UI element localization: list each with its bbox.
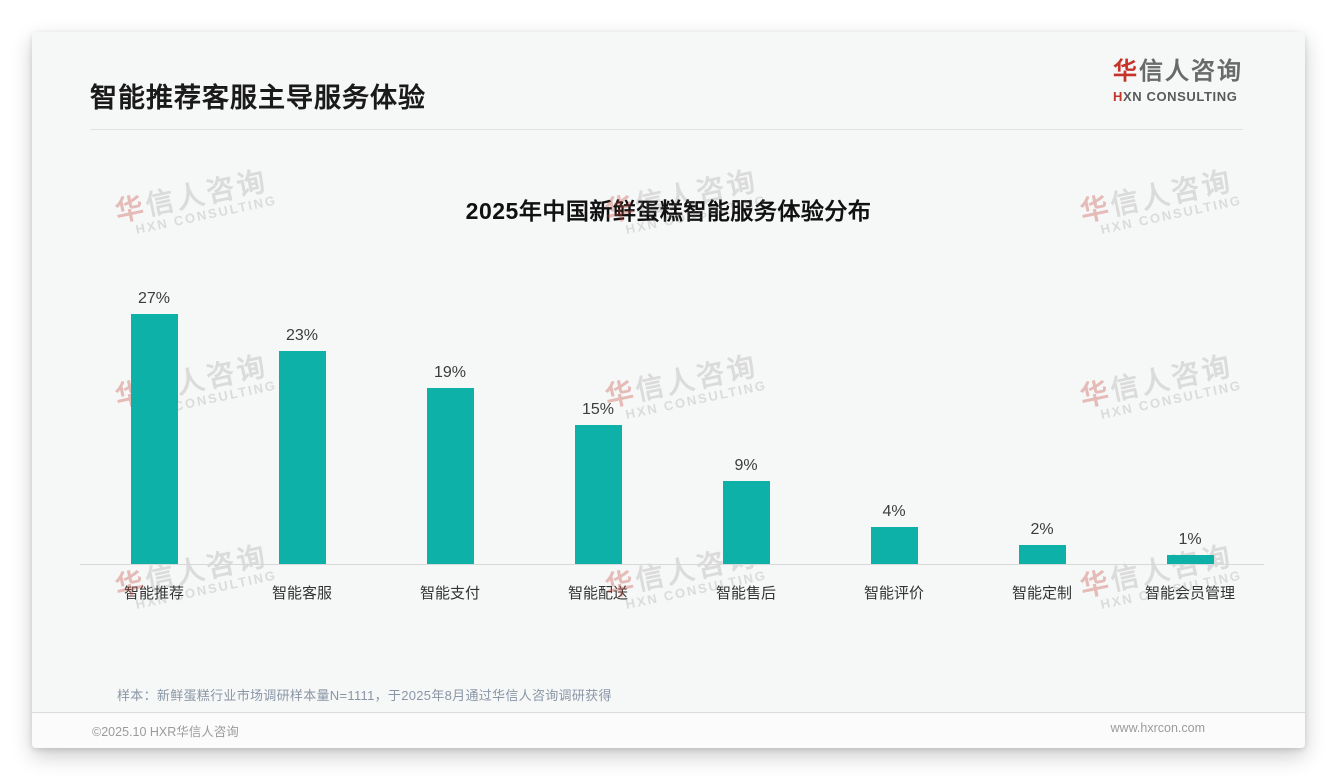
- plot-area: 27% 23% 19% 15% 9% 4% 2% 1%: [80, 264, 1264, 565]
- bar-value-label: 4%: [882, 503, 906, 520]
- bar-value-label: 1%: [1178, 531, 1202, 548]
- bar-value-label: 15%: [581, 401, 615, 418]
- logo-red-letter: H: [1113, 89, 1123, 104]
- footer-url: www.hxrcon.com: [1110, 721, 1205, 735]
- company-logo: 华信人咨询 HXN CONSULTING: [1113, 60, 1243, 104]
- bar-category-label: 智能支付: [419, 585, 480, 602]
- logo-red-char: 华: [1113, 58, 1139, 85]
- bar-value-label: 9%: [734, 457, 758, 474]
- bar-column: 15%: [524, 264, 672, 564]
- logo-gray-letters: XN CONSULTING: [1123, 89, 1238, 104]
- bar-category-label: 智能定制: [1011, 585, 1072, 602]
- bar-category-label: 智能评价: [863, 585, 924, 602]
- bar: [870, 527, 918, 564]
- bar-column: 4%: [820, 264, 968, 564]
- bar-value-label: 2%: [1030, 521, 1054, 538]
- bar-category-label: 智能售后: [715, 585, 776, 602]
- bar-category-label: 智能推荐: [123, 585, 184, 602]
- bar: [426, 388, 474, 564]
- bar: [130, 314, 178, 564]
- logo-english-text: HXN CONSULTING: [1113, 90, 1243, 103]
- bar: [278, 351, 326, 564]
- bar-category-label: 智能会员管理: [1144, 585, 1235, 602]
- bar-value-label: 19%: [433, 364, 467, 381]
- bar: [722, 481, 770, 564]
- bar: [1018, 545, 1066, 564]
- footer-copyright: ©2025.10 HXR华信人咨询: [92, 725, 239, 739]
- category-axis-labels: 智能推荐 智能客服 智能支付 智能配送 智能售后 智能评价 智能定制 智能会员管理: [80, 565, 1264, 603]
- bar-category-label: 智能配送: [567, 585, 628, 602]
- bar-column: 2%: [968, 264, 1116, 564]
- bar-value-label: 23%: [285, 327, 319, 344]
- slide-footer: ©2025.10 HXR华信人咨询 www.hxrcon.com: [32, 712, 1305, 748]
- bar-column: 9%: [672, 264, 820, 564]
- logo-chinese-text: 华信人咨询: [1113, 60, 1243, 84]
- bar-column: 1%: [1116, 264, 1264, 564]
- sample-footnote: 样本：新鲜蛋糕行业市场调研样本量N=1111，于2025年8月通过华信人咨询调研…: [117, 688, 612, 703]
- logo-gray-chars: 信人咨询: [1139, 58, 1243, 85]
- chart-title: 2025年中国新鲜蛋糕智能服务体验分布: [465, 198, 872, 224]
- bar-column: 23%: [228, 264, 376, 564]
- bar-value-label: 27%: [137, 290, 171, 307]
- bar-category-label: 智能客服: [271, 585, 332, 602]
- page-title: 智能推荐客服主导服务体验: [90, 83, 426, 113]
- bar: [574, 425, 622, 564]
- bar-column: 27%: [80, 264, 228, 564]
- slide-card: 华信人咨询 HXN CONSULTING 华信人咨询 HXN CONSULTING 华信…: [32, 32, 1305, 748]
- bar: [1166, 555, 1214, 564]
- slide-header: 智能推荐客服主导服务体验 华信人咨询 HXN CONSULTING: [90, 32, 1243, 130]
- bar-column: 19%: [376, 264, 524, 564]
